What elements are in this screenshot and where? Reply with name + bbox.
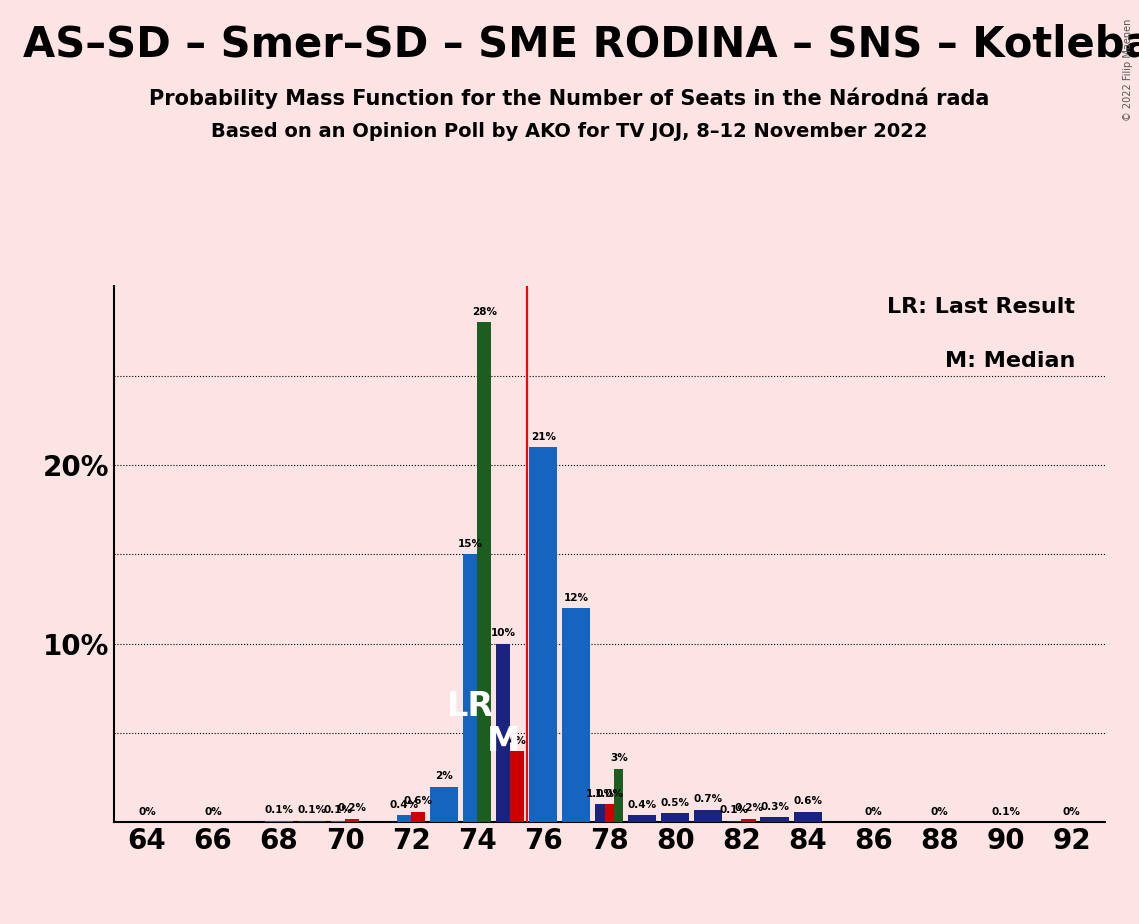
Text: 0.1%: 0.1% [323, 805, 353, 815]
Text: LR: Last Result: LR: Last Result [887, 298, 1075, 317]
Text: 0%: 0% [931, 807, 949, 817]
Text: 0.2%: 0.2% [337, 804, 367, 813]
Bar [605, 805, 614, 822]
Text: M: Median: M: Median [944, 351, 1075, 371]
Bar [794, 811, 821, 822]
Text: 0.3%: 0.3% [760, 802, 789, 811]
Text: 0.1%: 0.1% [264, 805, 294, 815]
Text: 1.0%: 1.0% [585, 789, 615, 799]
Text: 4%: 4% [508, 736, 526, 746]
Text: 28%: 28% [472, 307, 497, 317]
Text: © 2022 Filip Maenen: © 2022 Filip Maenen [1123, 18, 1133, 121]
Text: 0.4%: 0.4% [628, 800, 657, 809]
Bar [411, 811, 425, 822]
Text: 0.6%: 0.6% [403, 796, 433, 807]
Text: 0.1%: 0.1% [297, 805, 327, 815]
Text: 0%: 0% [204, 807, 222, 817]
Bar [761, 817, 788, 822]
Text: 0%: 0% [138, 807, 156, 817]
Bar [510, 751, 524, 822]
Bar [464, 554, 477, 822]
Text: 0.6%: 0.6% [793, 796, 822, 807]
Text: 3%: 3% [609, 753, 628, 763]
Bar [614, 769, 623, 822]
Bar [345, 819, 359, 822]
Bar [629, 815, 656, 822]
Text: LR: LR [446, 689, 494, 723]
Bar [662, 813, 689, 822]
Text: 0.1%: 0.1% [991, 807, 1021, 817]
Bar [331, 821, 345, 822]
Text: 0%: 0% [865, 807, 883, 817]
Text: 10%: 10% [491, 628, 516, 638]
Bar [477, 322, 491, 822]
Text: 21%: 21% [531, 432, 556, 442]
Bar [741, 819, 755, 822]
Bar [695, 809, 722, 822]
Text: Based on an Opinion Poll by AKO for TV JOJ, 8–12 November 2022: Based on an Opinion Poll by AKO for TV J… [211, 122, 928, 141]
Text: 1.0%: 1.0% [595, 789, 624, 799]
Bar [563, 608, 590, 822]
Bar [728, 821, 741, 822]
Text: 0%: 0% [1063, 807, 1081, 817]
Bar [298, 821, 326, 822]
Bar [530, 447, 557, 822]
Text: 0.7%: 0.7% [694, 795, 723, 805]
Bar [398, 815, 411, 822]
Text: 0.1%: 0.1% [720, 805, 749, 815]
Bar [596, 805, 605, 822]
Text: 0.4%: 0.4% [390, 800, 419, 809]
Text: 15%: 15% [458, 539, 483, 549]
Bar [497, 644, 510, 822]
Text: M: M [486, 725, 519, 759]
Text: AS–SD – Smer–SD – SME RODINA – SNS – Kotleba–ĽŠ: AS–SD – Smer–SD – SME RODINA – SNS – Kot… [23, 23, 1139, 65]
Text: 12%: 12% [564, 592, 589, 602]
Text: 2%: 2% [435, 772, 453, 782]
Bar [431, 786, 458, 822]
Text: Probability Mass Function for the Number of Seats in the Národná rada: Probability Mass Function for the Number… [149, 88, 990, 109]
Text: 0.5%: 0.5% [661, 798, 690, 808]
Bar [265, 821, 293, 822]
Text: 0.2%: 0.2% [734, 804, 763, 813]
